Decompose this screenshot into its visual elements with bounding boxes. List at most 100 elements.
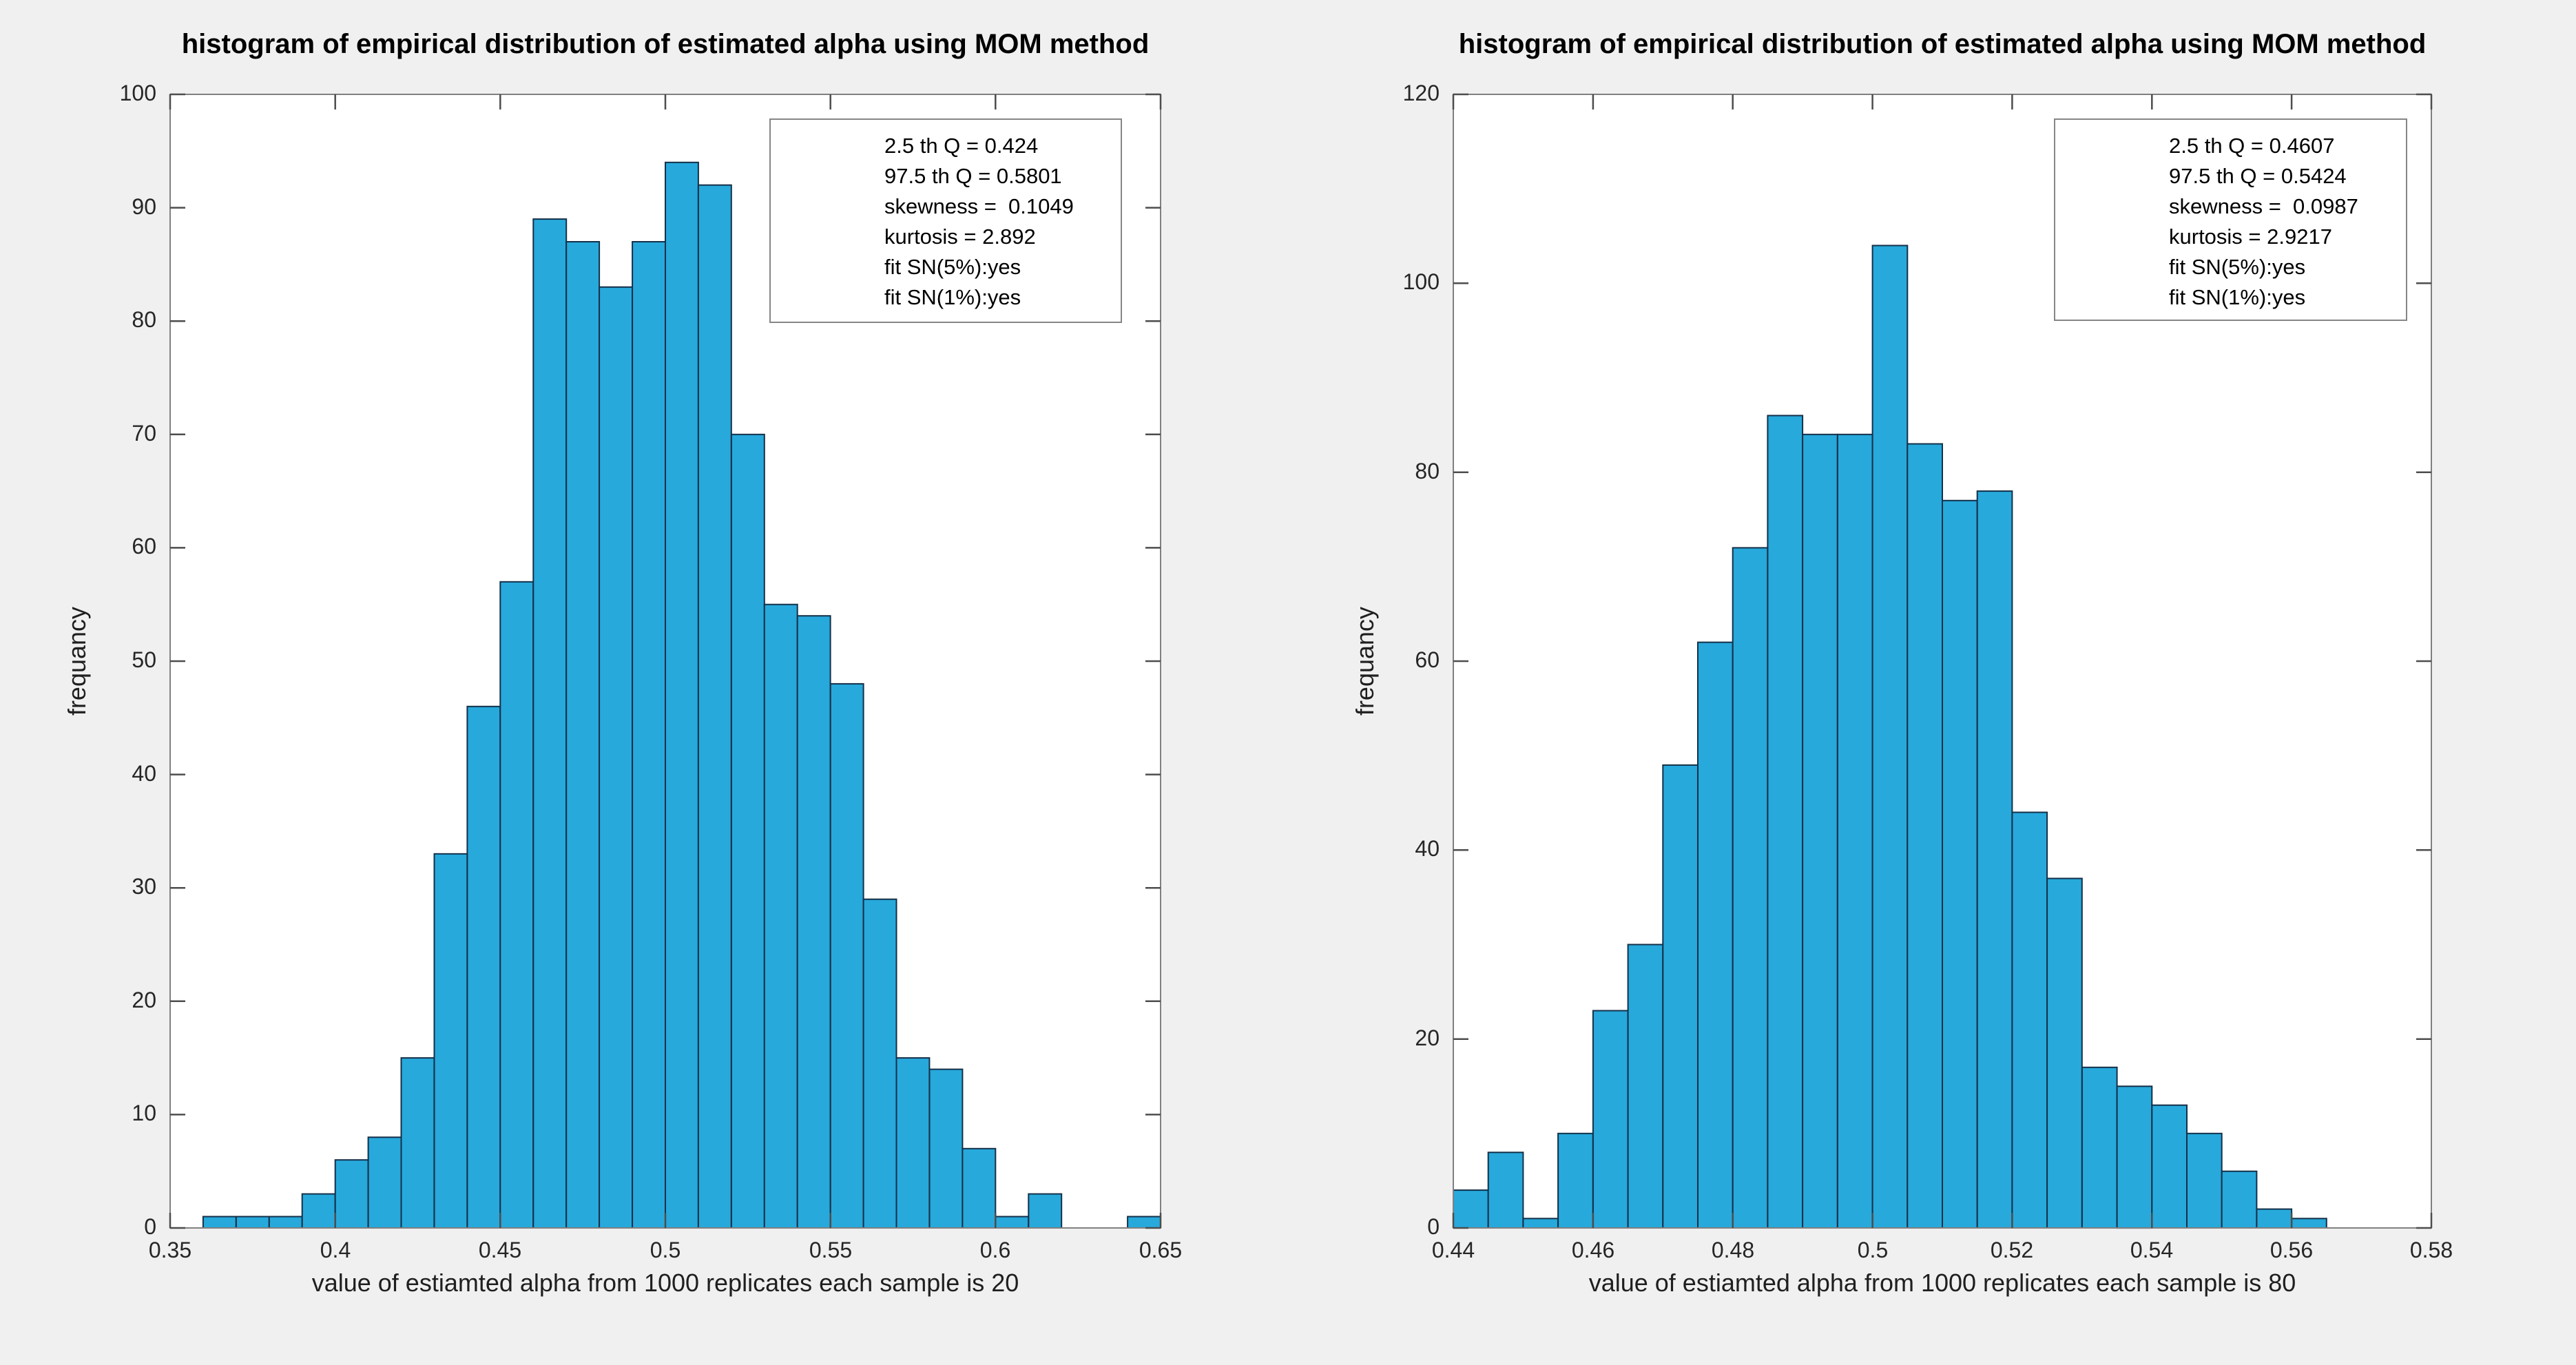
x-tick-label: 0.44 (1431, 1238, 1475, 1262)
histogram-bar (2291, 1218, 2327, 1229)
stat-fit-sn-1pct: fit SN(1%):yes (2169, 285, 2306, 309)
y-tick-label: 70 (132, 421, 156, 446)
histogram-bar (1487, 1152, 1524, 1229)
chart-title: histogram of empirical distribution of e… (1458, 29, 2427, 59)
stat-skewness: skewness = 0.1049 (884, 194, 1074, 218)
x-tick-label: 0.45 (478, 1238, 522, 1262)
histogram-bar (433, 853, 468, 1229)
histogram-bar (2221, 1170, 2258, 1229)
histogram-bar (995, 1216, 1030, 1229)
x-tick-label: 0.65 (1139, 1238, 1183, 1262)
histogram-bar (268, 1216, 303, 1229)
histogram-bar (796, 615, 831, 1229)
histogram-bar (1942, 499, 1978, 1229)
stats-legend-box: 2.5 th Q = 0.4607 97.5 th Q = 0.5424 ske… (2054, 118, 2407, 321)
x-tick-label: 0.46 (1571, 1238, 1615, 1262)
histogram-bar (928, 1068, 964, 1229)
histogram-bar (2046, 877, 2083, 1229)
y-tick-label: 20 (1415, 1025, 1440, 1050)
y-tick-label: 0 (144, 1214, 156, 1239)
histogram-bar (599, 286, 633, 1229)
histogram-bar (697, 184, 732, 1229)
x-tick-label: 0.56 (2269, 1238, 2314, 1262)
stat-fit-sn-1pct: fit SN(1%):yes (884, 285, 1021, 309)
x-tick-label: 0.48 (1711, 1238, 1755, 1262)
y-tick-label: 30 (132, 874, 156, 899)
x-tick-label: 0.6 (979, 1238, 1011, 1262)
histogram-bar (466, 705, 501, 1229)
histogram-bar (1662, 764, 1699, 1229)
y-tick-label: 40 (132, 761, 156, 786)
histogram-bar (1522, 1218, 1559, 1229)
histogram-bar (1592, 1010, 1629, 1229)
y-tick-label: 20 (132, 988, 156, 1012)
histogram-bar (1976, 490, 2013, 1229)
histogram-bar (301, 1193, 336, 1229)
histogram-bar (565, 241, 601, 1229)
histogram-bar (1802, 433, 1838, 1229)
x-tick-label: 0.55 (809, 1238, 853, 1262)
y-tick-label: 60 (1415, 647, 1440, 672)
histogram-bar (665, 161, 699, 1229)
histogram-bar (499, 581, 534, 1229)
y-tick-label: 60 (132, 534, 156, 559)
stat-fit-sn-5pct: fit SN(5%):yes (884, 255, 1021, 279)
histogram-bar (895, 1057, 931, 1229)
y-tick-label: 40 (1415, 836, 1440, 861)
y-tick-label: 80 (1415, 459, 1440, 483)
histogram-bar (1697, 641, 1734, 1229)
histogram-bar (2186, 1132, 2223, 1229)
histogram-bar (1557, 1132, 1594, 1229)
y-tick-label: 0 (1427, 1214, 1440, 1239)
x-axis-title: value of estiamted alpha from 1000 repli… (311, 1269, 1019, 1297)
histogram-bar (202, 1216, 237, 1229)
histogram-bar (862, 898, 897, 1229)
x-tick-label: 0.35 (148, 1238, 192, 1262)
histogram-bar (334, 1159, 369, 1229)
histogram-figure-sample-80: histogram of empirical distribution of e… (1288, 0, 2576, 1365)
histogram-bar (1871, 244, 1909, 1229)
histogram-bar (2116, 1085, 2153, 1229)
x-tick-label: 0.5 (1857, 1238, 1889, 1262)
histogram-bar (1767, 415, 1804, 1229)
y-tick-label: 90 (132, 194, 156, 219)
histogram-bar (1627, 944, 1664, 1229)
y-tick-label: 50 (132, 647, 156, 672)
stat-skewness: skewness = 0.0987 (2169, 194, 2358, 218)
histogram-bar (400, 1057, 435, 1229)
histogram-bar (1127, 1216, 1161, 1229)
histogram-bar (1836, 433, 1873, 1229)
histogram-bar (2011, 811, 2048, 1229)
x-axis-title: value of estiamted alpha from 1000 repli… (1588, 1269, 2296, 1297)
stat-kurtosis: kurtosis = 2.9217 (2169, 225, 2332, 249)
histogram-bar (532, 218, 568, 1229)
x-tick-label: 0.58 (2409, 1238, 2453, 1262)
histogram-bar (2256, 1208, 2293, 1229)
y-tick-label: 120 (1402, 81, 1440, 105)
histogram-figure-sample-20: histogram of empirical distribution of e… (63, 29, 1183, 1297)
stats-legend-box: 2.5 th Q = 0.424 97.5 th Q = 0.5801 skew… (769, 118, 1122, 323)
x-tick-label: 0.5 (650, 1238, 681, 1262)
histogram-bar (632, 241, 666, 1229)
stat-quantile-97-5: 97.5 th Q = 0.5801 (884, 164, 1062, 188)
stat-quantile-2-5: 2.5 th Q = 0.424 (884, 134, 1039, 158)
histogram-bar (235, 1216, 270, 1229)
histogram-bar (2151, 1104, 2188, 1229)
histogram-bar (1907, 443, 1943, 1229)
histogram-bar (367, 1136, 402, 1229)
histogram-bar (962, 1147, 997, 1229)
histogram-bar (730, 433, 765, 1229)
histogram-bar (829, 682, 864, 1229)
histogram-bar (1732, 547, 1769, 1229)
stat-fit-sn-5pct: fit SN(5%):yes (2169, 255, 2306, 279)
chart-title: histogram of empirical distribution of e… (181, 29, 1150, 59)
stat-quantile-2-5: 2.5 th Q = 0.4607 (2169, 134, 2335, 158)
y-tick-label: 100 (119, 81, 156, 105)
histogram-bar (1028, 1193, 1063, 1229)
y-tick-label: 80 (132, 307, 156, 332)
stat-kurtosis: kurtosis = 2.892 (884, 225, 1036, 249)
y-tick-label: 10 (132, 1101, 156, 1125)
x-tick-label: 0.52 (1990, 1238, 2034, 1262)
histogram-bar (2081, 1066, 2118, 1229)
